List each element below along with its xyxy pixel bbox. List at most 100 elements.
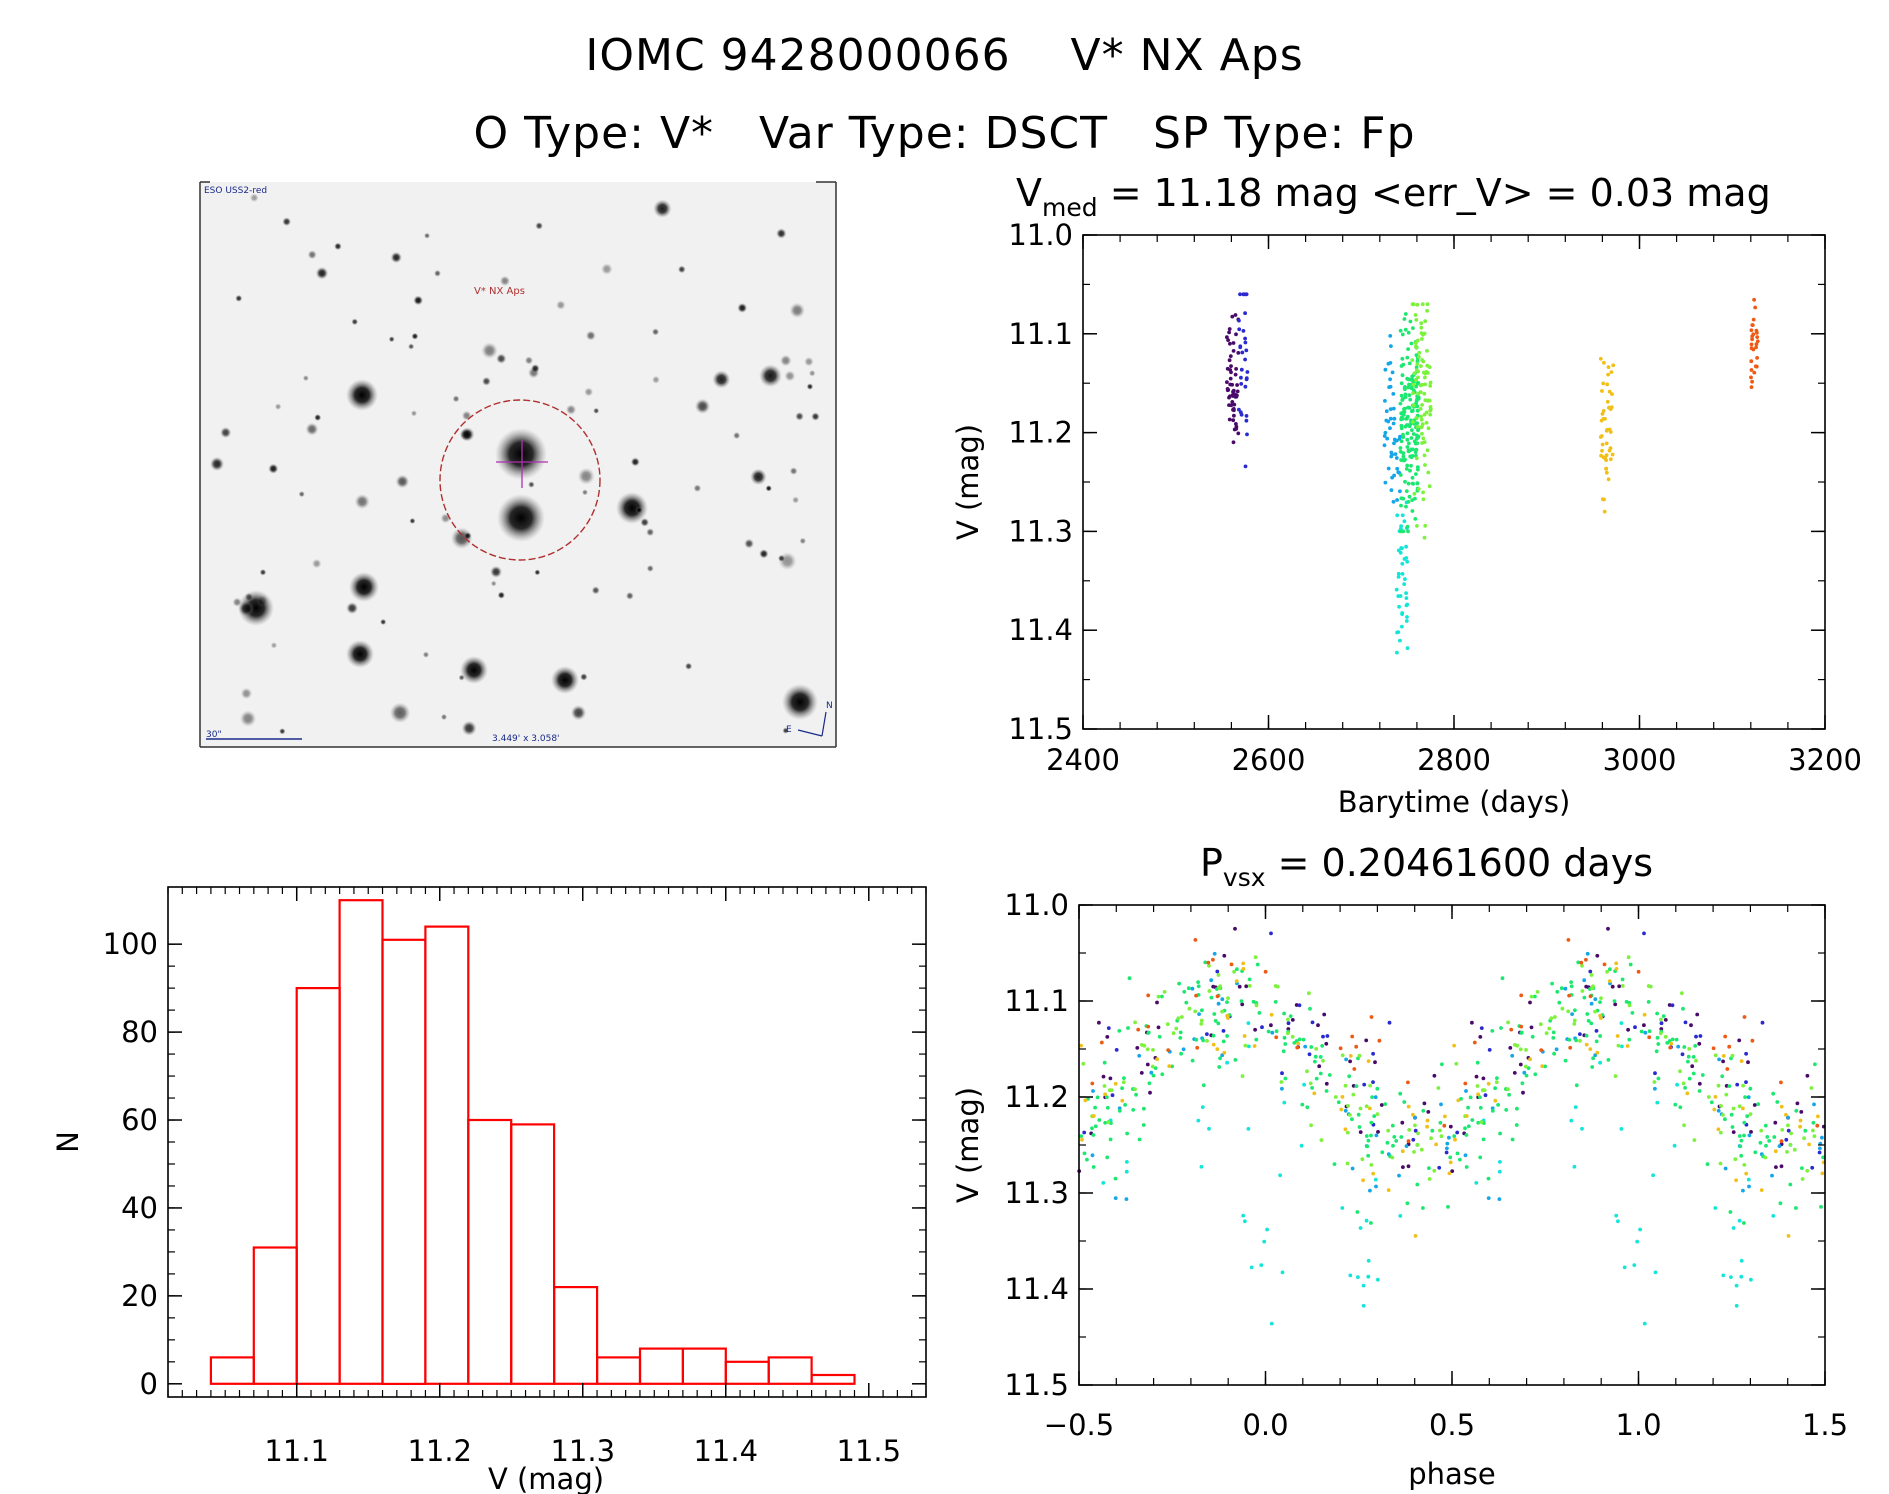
finder-star [737,302,748,313]
lightcurve-title-sub: med [1042,193,1098,222]
phased-point [1474,1181,1479,1185]
lightcurve-ytick-label: 11.0 [1008,218,1073,252]
phased-point [1303,1044,1308,1049]
lightcurve-point [1394,456,1399,460]
phased-point [1319,1138,1324,1142]
phased-point [1139,1071,1144,1075]
finder-star [577,467,595,485]
phased-point [1444,1150,1449,1155]
phased-ytick-label: 11.3 [1004,1176,1069,1210]
lightcurve-point [1413,496,1417,501]
phased-point [1483,1093,1488,1098]
histogram-bar [338,899,384,1385]
phased-point [1624,999,1629,1004]
phased-point [1557,1000,1562,1005]
phased-point [1519,1024,1524,1029]
lightcurve-point [1755,335,1760,339]
phased-point [1283,1076,1288,1081]
phased-point [1348,1273,1353,1278]
phased-point [1610,984,1615,989]
phased-point [1213,1019,1218,1023]
phased-point [1524,1073,1529,1078]
phased-point [1694,1034,1698,1039]
lightcurve-point [1422,453,1427,458]
phased-point [1251,999,1256,1004]
lightcurve-point [1423,463,1427,467]
phased-point [1725,1067,1730,1071]
finder-star [694,398,711,414]
phased-point [1574,1038,1578,1043]
phased-point [1651,1173,1655,1178]
phased-point [1209,995,1214,1000]
phased-point [1817,1150,1822,1155]
lightcurve-point [1406,385,1411,390]
finder-star [591,586,600,595]
lightcurve-point [1228,368,1233,372]
phased-point [1404,1144,1409,1148]
finder-star [460,427,475,442]
phased-point [1578,1039,1582,1043]
phased-point [1105,1095,1109,1100]
lightcurve-point [1412,491,1417,496]
finder-stars [209,193,820,736]
histogram-axes: 11.1 11.2 11.3 11.4 11.5 0 20 40 60 80 100 [103,887,927,1468]
finder-star [388,336,395,343]
phased-points [1077,926,1826,1326]
finder-star [346,379,378,411]
phased-point [1400,1120,1405,1125]
lightcurve-point [1230,393,1235,397]
lightcurve-point [1404,591,1408,595]
lightcurve-point [1410,475,1415,480]
phased-point [1440,1062,1444,1067]
phased-point [1779,1139,1784,1144]
phased-point [1598,1000,1602,1004]
lightcurve-point [1749,342,1754,347]
phased-point [1177,981,1181,986]
lightcurve-point [1397,604,1401,609]
lightcurve-point [1395,498,1399,502]
phased-point [1113,1176,1118,1181]
finder-star [235,294,243,302]
phased-point [1716,1127,1721,1132]
phased-point [1296,1041,1301,1046]
phased-point [1307,991,1311,996]
phased-point [1081,1061,1086,1066]
lightcurve-point [1398,449,1403,454]
phased-point [1616,1043,1621,1048]
lightcurve-point [1231,440,1236,445]
phased-point [1369,1015,1374,1019]
phased-point [1124,1169,1129,1174]
phased-point [1155,1057,1159,1062]
phased-point [1721,1273,1726,1278]
histogram-bar [510,1123,556,1385]
phased-point [1756,1102,1761,1106]
phased-point [1578,1032,1582,1036]
lightcurve-point [1388,416,1393,421]
lightcurve-point [1599,434,1604,438]
phased-point [1146,1030,1151,1035]
phased-point [1678,1069,1682,1074]
phased-point [1282,1100,1287,1105]
phased-point [1275,984,1280,989]
phased-point [1466,1105,1470,1110]
phased-point [1390,1155,1395,1160]
lightcurve-point [1418,383,1423,388]
phased-point [1135,1046,1140,1050]
phased-point [1301,1037,1306,1042]
lightcurve-point [1753,305,1758,310]
lightcurve-point [1602,360,1606,365]
phased-point [1478,1105,1483,1110]
phased-point [1244,984,1249,989]
phased-point [1415,1182,1420,1187]
phased-point [1235,967,1239,972]
phased-point [1374,1184,1378,1189]
phased-point [1705,1162,1710,1166]
phased-point [1786,1128,1791,1133]
phased-frame [1078,904,1826,1386]
phased-point [1670,1003,1675,1008]
phased-point [1593,997,1598,1002]
lightcurve-point [1605,382,1610,387]
lightcurve-point [1404,504,1408,509]
phased-point [1327,1073,1332,1077]
lightcurve-point [1238,292,1242,297]
